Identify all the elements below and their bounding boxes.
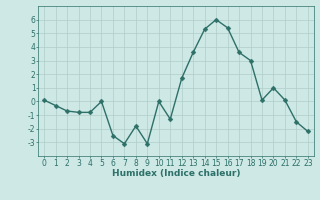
X-axis label: Humidex (Indice chaleur): Humidex (Indice chaleur) <box>112 169 240 178</box>
